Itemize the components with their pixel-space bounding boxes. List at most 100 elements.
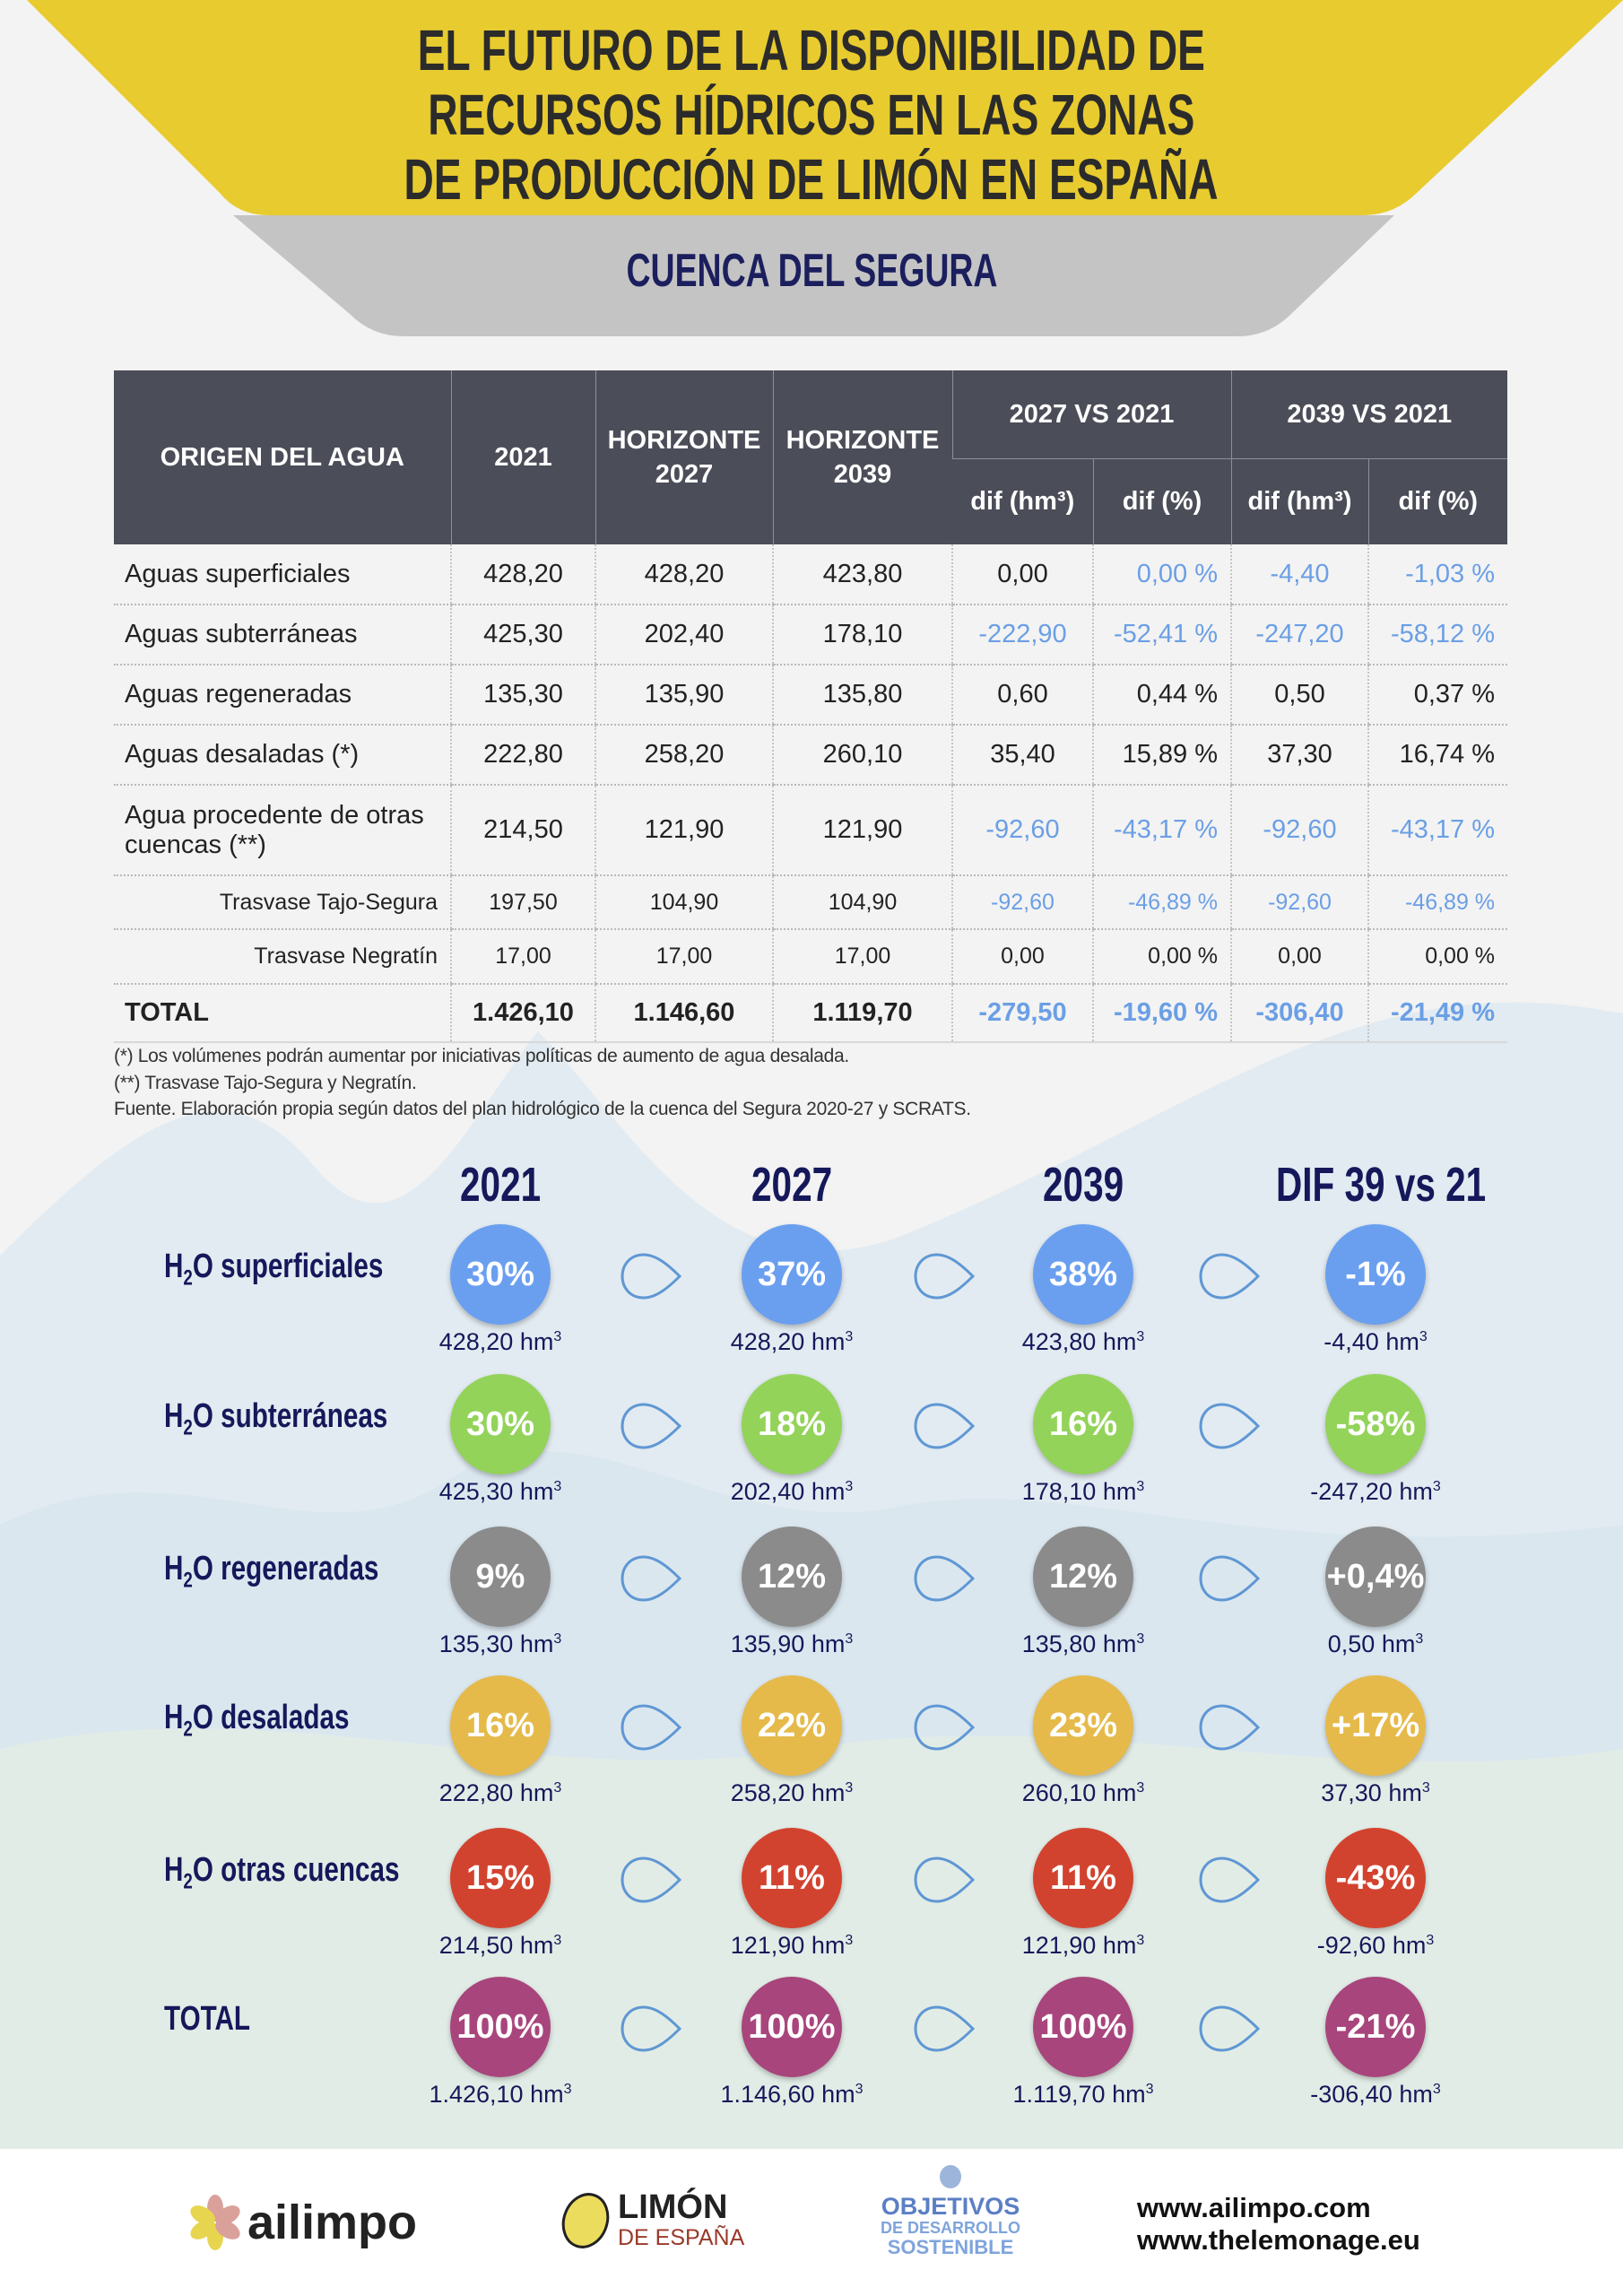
amount-label: 202,40 hm3 — [730, 1478, 854, 1505]
table-row: Agua procedente de otras cuencas (**) 214… — [114, 785, 1508, 876]
column-header: 2021 — [459, 1158, 542, 1212]
row-label: Agua procedente de otras cuencas (**) — [114, 785, 451, 876]
de-espana-text: DE ESPAÑA — [618, 2225, 745, 2250]
arrow-drop-icon — [914, 1253, 976, 1300]
row-label: TOTAL — [164, 2000, 251, 2038]
table-cell: 428,20 — [595, 544, 773, 605]
table-cell: 428,20 — [450, 544, 595, 605]
table-row: TOTAL 1.426,10 1.146,60 1.119,70 -279,50 -19,… — [114, 984, 1508, 1043]
table-cell: 0,50 — [1230, 665, 1369, 726]
percent-bubble: -1% — [1325, 1224, 1426, 1325]
percent-bubble: 23% — [1033, 1675, 1133, 1776]
arrow-drop-icon — [1199, 1403, 1261, 1449]
row-label: H2O subterráneas — [164, 1397, 388, 1440]
arrow-drop-icon — [914, 1857, 976, 1903]
ods-line-2: DE DESARROLLO — [880, 2219, 1020, 2237]
table-cell: 135,90 — [595, 665, 773, 726]
amount-label: 178,10 hm3 — [1021, 1478, 1145, 1505]
row-label: H2O regeneradas — [164, 1550, 379, 1593]
table-cell: 0,44 % — [1091, 665, 1232, 726]
table-cell: 423,80 — [772, 544, 952, 605]
row-label: H2O otras cuencas — [164, 1851, 400, 1894]
row-label: Aguas desaladas (*) — [114, 725, 451, 786]
table-row: Aguas subterráneas 425,30 202,40 178,10 -222… — [114, 604, 1508, 665]
table-cell: 0,37 % — [1367, 665, 1508, 726]
amount-label: 428,20 hm3 — [730, 1328, 854, 1355]
table-cell: -92,60 — [1230, 785, 1369, 876]
table-cell: 135,30 — [450, 665, 595, 726]
row-label: Aguas regeneradas — [114, 665, 451, 726]
header-2039-vs-2021: 2039 VS 2021 — [1230, 370, 1508, 459]
water-table: ORIGEN DEL AGUA 2021 HORIZONTE 2027 HORI… — [114, 370, 1508, 1043]
percent-bubble: 100% — [1033, 1977, 1133, 2077]
amount-label: -306,40 hm3 — [1310, 2081, 1441, 2108]
amount-label: 258,20 hm3 — [730, 1779, 854, 1806]
url-thelemonage[interactable]: www.thelemonage.eu — [1137, 2224, 1420, 2256]
row-label: TOTAL — [114, 984, 451, 1043]
table-cell: -279,50 — [951, 984, 1093, 1043]
footer: ailimpo LIMÓN DE ESPAÑA OBJETIVOS DE DES… — [0, 2149, 1623, 2296]
table-cell: 0,00 — [951, 929, 1093, 985]
table-cell: 0,00 — [951, 544, 1093, 605]
amount-label: 428,20 hm3 — [438, 1328, 562, 1355]
row-label: Aguas superficiales — [114, 544, 451, 605]
lemon-icon — [561, 2193, 610, 2248]
percent-bubble: 12% — [1033, 1526, 1133, 1627]
arrow-drop-icon — [621, 1704, 682, 1751]
amount-label: 1.119,70 hm3 — [1012, 2081, 1154, 2108]
subtitle-banner — [233, 215, 1394, 336]
table-cell: 121,90 — [772, 785, 952, 876]
percent-bubble: +0,4% — [1325, 1526, 1426, 1627]
ailimpo-logo: ailimpo — [188, 2194, 417, 2251]
header-origin: ORIGEN DEL AGUA — [114, 370, 451, 544]
percent-bubble: 100% — [742, 1977, 842, 2077]
amount-label: 260,10 hm3 — [1021, 1779, 1145, 1806]
row-label: H2O superficiales — [164, 1248, 384, 1291]
table-cell: 258,20 — [595, 725, 773, 786]
table-cell: 0,00 — [1230, 929, 1369, 985]
table-cell: 1.119,70 — [772, 984, 952, 1043]
header-dif-pct: dif (%) — [1367, 458, 1508, 544]
arrow-drop-icon — [1199, 1857, 1261, 1903]
title-banner — [27, 0, 1623, 215]
arrow-drop-icon — [621, 1857, 682, 1903]
percent-bubble: 18% — [742, 1374, 842, 1474]
percent-bubble: -43% — [1325, 1828, 1426, 1928]
arrow-drop-icon — [621, 1253, 682, 1300]
table-cell: -92,60 — [951, 785, 1093, 876]
ailimpo-flower-icon — [190, 2195, 240, 2250]
arrow-drop-icon — [621, 1403, 682, 1449]
subtitle: CUENCA DEL SEGURA — [626, 245, 997, 297]
percent-bubble: 30% — [450, 1224, 551, 1325]
arrow-drop-icon — [914, 1704, 976, 1751]
arrow-drop-icon — [1199, 1253, 1261, 1300]
header-dif-hm: dif (hm³) — [1230, 458, 1369, 544]
table-cell: 178,10 — [772, 604, 952, 665]
amount-label: 135,30 hm3 — [438, 1631, 562, 1657]
table-cell: -92,60 — [1230, 875, 1369, 930]
row-label: Aguas subterráneas — [114, 604, 451, 665]
table-cell: -247,20 — [1230, 604, 1369, 665]
header-dif-hm: dif (hm³) — [952, 458, 1093, 544]
percent-bubble: -58% — [1325, 1374, 1426, 1474]
ods-line-1: OBJETIVOS — [881, 2193, 1020, 2220]
table-row: Aguas superficiales 428,20 428,20 423,80 0,0… — [114, 544, 1508, 605]
percent-bubble: 30% — [450, 1374, 551, 1474]
arrow-drop-icon — [1199, 1704, 1261, 1751]
table-cell: 135,80 — [772, 665, 952, 726]
arrow-drop-icon — [914, 1555, 976, 1602]
amount-label: 135,80 hm3 — [1021, 1631, 1145, 1657]
arrow-drop-icon — [914, 1403, 976, 1449]
footnote-2: (**) Trasvase Tajo-Segura y Negratín. — [114, 1073, 417, 1093]
header-2027: HORIZONTE 2027 — [595, 370, 773, 544]
arrow-drop-icon — [621, 2005, 682, 2052]
amount-label: 37,30 hm3 — [1321, 1779, 1430, 1806]
url-ailimpo[interactable]: www.ailimpo.com — [1137, 2192, 1371, 2223]
table-cell: 17,00 — [595, 929, 773, 985]
percent-bubble: 15% — [450, 1828, 551, 1928]
amount-label: 0,50 hm3 — [1327, 1631, 1424, 1657]
table-cell: -46,89 % — [1367, 875, 1508, 930]
amount-label: 425,30 hm3 — [438, 1478, 562, 1505]
table-cell: -222,90 — [951, 604, 1093, 665]
percent-bubble: +17% — [1325, 1675, 1426, 1776]
